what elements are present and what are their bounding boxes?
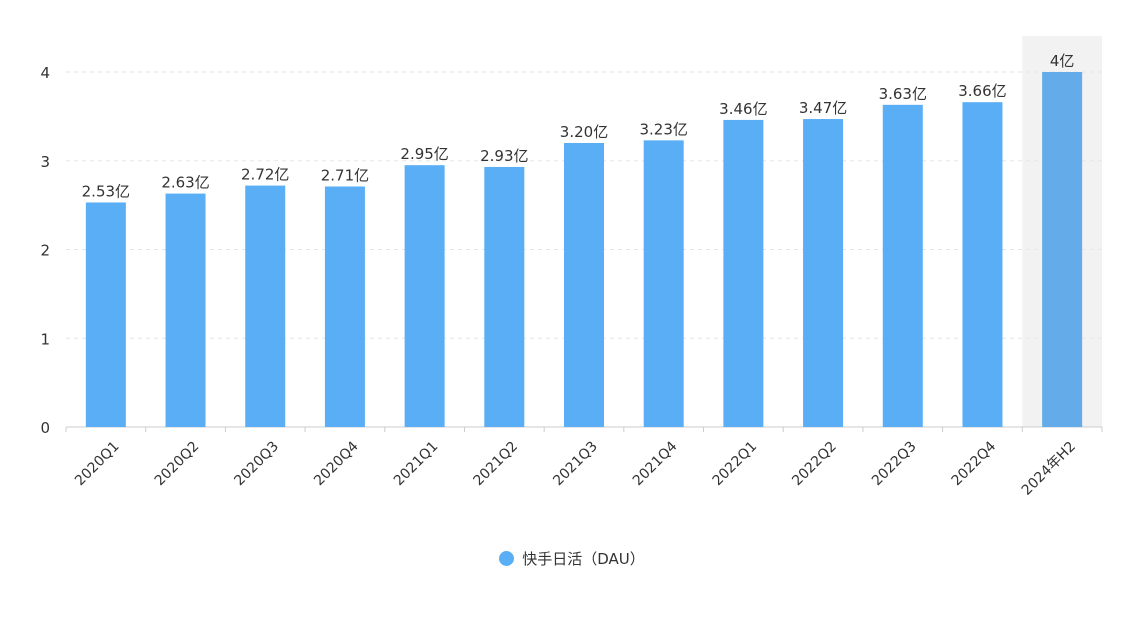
x-tick-label: 2021Q3 (550, 439, 601, 490)
y-tick-label: 4 (40, 64, 50, 82)
bar (85, 202, 126, 427)
y-tick-label: 1 (40, 330, 50, 348)
legend-marker (499, 550, 515, 566)
bar (245, 185, 286, 427)
bar (803, 119, 844, 427)
legend-label: 快手日活（DAU） (522, 549, 645, 568)
data-label: 3.63亿 (879, 85, 927, 103)
bar (165, 193, 206, 427)
y-tick-label: 3 (40, 153, 50, 171)
data-label: 2.72亿 (241, 166, 289, 184)
x-tick-label: 2021Q4 (630, 438, 681, 489)
data-label: 4亿 (1050, 52, 1075, 70)
bars (85, 72, 1083, 428)
x-tick-label: 2020Q4 (311, 438, 362, 489)
x-tick-label: 2022Q1 (710, 439, 761, 490)
y-tick-label: 0 (40, 419, 50, 437)
x-tick-label: 2024年H2 (1019, 439, 1079, 499)
x-tick-label: 2022Q3 (869, 439, 920, 490)
x-tick-label: 2022Q4 (949, 438, 1000, 489)
data-labels: 2.53亿 2.63亿 2.72亿 2.71亿 2.95亿 2.93亿 3.20亿 3.23亿… (82, 52, 1075, 200)
data-label: 2.63亿 (161, 174, 209, 192)
bar (564, 143, 604, 427)
bar (484, 166, 525, 427)
x-tick-label: 2022Q2 (789, 439, 840, 490)
data-label: 2.95亿 (400, 145, 448, 163)
data-label: 2.93亿 (480, 147, 528, 165)
data-label: 3.47亿 (799, 99, 847, 117)
data-label: 3.66亿 (958, 82, 1006, 100)
data-label: 3.20亿 (560, 123, 608, 141)
data-label: 3.23亿 (639, 120, 687, 138)
data-label: 3.46亿 (719, 100, 767, 118)
x-tick-label: 2020Q1 (72, 439, 123, 490)
x-tick-label: 2020Q2 (152, 439, 203, 490)
x-tick-label: 2020Q3 (231, 439, 282, 490)
y-tick-label: 2 (40, 242, 50, 260)
bar (723, 119, 764, 428)
x-tick-label: 2021Q1 (391, 439, 442, 490)
legend[interactable]: 快手日活（DAU） (0, 546, 1144, 570)
bar (404, 165, 445, 427)
bar (643, 140, 684, 427)
data-label: 2.71亿 (321, 166, 369, 184)
bar (1042, 72, 1083, 427)
data-label: 2.53亿 (82, 182, 130, 200)
bar (882, 104, 923, 428)
y-axis: 0 1 2 3 4 (40, 64, 50, 437)
bar (962, 102, 1003, 428)
x-tick-label: 2021Q2 (471, 439, 522, 490)
x-axis: 2020Q1 2020Q2 2020Q3 2020Q4 2021Q1 2021Q2 2021… (65, 427, 1103, 499)
bar (324, 186, 365, 427)
